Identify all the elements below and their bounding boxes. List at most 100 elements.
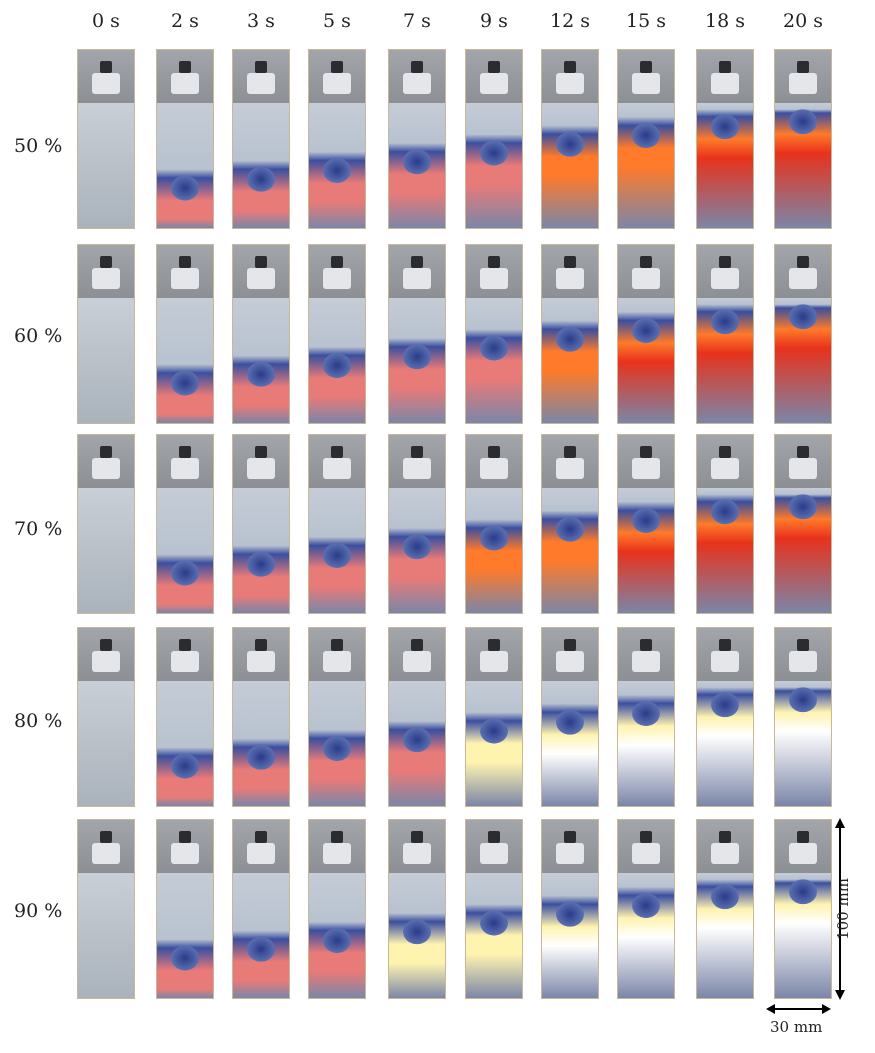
bolt-icon: [331, 60, 343, 74]
clamp-slot: [632, 73, 660, 95]
specimen-photo: [78, 50, 134, 228]
bolt-icon: [640, 60, 652, 74]
specimen-photo: [157, 628, 213, 806]
specimen-photo: [618, 628, 674, 806]
bolt-icon: [564, 445, 576, 459]
specimen-photo: [389, 245, 445, 423]
clamp-slot: [789, 843, 817, 865]
steel-plate: [618, 298, 674, 423]
clamp-slot: [92, 458, 120, 480]
steel-plate: [466, 103, 522, 228]
clamp-slot: [171, 651, 199, 673]
specimen-photo: [233, 820, 289, 998]
specimen-photo: [618, 435, 674, 613]
steel-plate: [697, 103, 753, 228]
time-label: 20 s: [783, 10, 823, 32]
bolt-icon: [797, 445, 809, 459]
steel-plate: [542, 681, 598, 806]
steel-plate: [542, 873, 598, 998]
specimen-photo: [775, 435, 831, 613]
steel-plate: [618, 103, 674, 228]
specimen-photo: [389, 628, 445, 806]
time-label: 9 s: [480, 10, 508, 32]
bolt-icon: [179, 445, 191, 459]
specimen-photo: [389, 50, 445, 228]
steel-plate: [309, 298, 365, 423]
width-scale-label: 30 mm: [770, 1018, 823, 1036]
bolt-icon: [564, 830, 576, 844]
bolt-icon: [488, 830, 500, 844]
bolt-icon: [797, 60, 809, 74]
steel-plate: [157, 488, 213, 613]
steel-plate: [542, 488, 598, 613]
specimen-photo: [697, 628, 753, 806]
steel-plate: [157, 298, 213, 423]
bolt-icon: [255, 445, 267, 459]
clamp-slot: [556, 73, 584, 95]
specimen-photo: [466, 628, 522, 806]
clamp-slot: [323, 458, 351, 480]
clamp-slot: [480, 73, 508, 95]
clamp-slot: [171, 458, 199, 480]
clamp-slot: [480, 268, 508, 290]
clamp-slot: [632, 268, 660, 290]
bolt-icon: [488, 255, 500, 269]
specimen-photo: [775, 820, 831, 998]
steel-plate: [157, 103, 213, 228]
bolt-icon: [331, 255, 343, 269]
time-label: 15 s: [626, 10, 666, 32]
bolt-icon: [488, 445, 500, 459]
clamp-slot: [789, 651, 817, 673]
bolt-icon: [564, 60, 576, 74]
bolt-icon: [411, 255, 423, 269]
specimen-photo: [542, 435, 598, 613]
clamp-slot: [92, 651, 120, 673]
time-label: 0 s: [92, 10, 120, 32]
clamp-slot: [323, 843, 351, 865]
specimen-photo: [309, 50, 365, 228]
steel-plate: [542, 298, 598, 423]
specimen-photo: [309, 245, 365, 423]
bolt-icon: [179, 60, 191, 74]
bolt-icon: [719, 638, 731, 652]
clamp-slot: [556, 843, 584, 865]
time-label: 5 s: [323, 10, 351, 32]
time-label: 7 s: [403, 10, 431, 32]
steel-plate: [775, 103, 831, 228]
specimen-photo: [466, 50, 522, 228]
specimen-photo: [389, 820, 445, 998]
clamp-slot: [92, 73, 120, 95]
bolt-icon: [255, 255, 267, 269]
specimen-photo: [389, 435, 445, 613]
steel-plate: [775, 681, 831, 806]
specimen-photo: [775, 628, 831, 806]
steel-plate: [618, 873, 674, 998]
time-label: 2 s: [171, 10, 199, 32]
bolt-icon: [640, 255, 652, 269]
specimen-photo: [78, 820, 134, 998]
clamp-slot: [480, 651, 508, 673]
specimen-photo: [542, 50, 598, 228]
clamp-slot: [711, 73, 739, 95]
steel-plate: [78, 681, 134, 806]
clamp-slot: [247, 73, 275, 95]
bolt-icon: [488, 60, 500, 74]
steel-plate: [78, 488, 134, 613]
clamp-slot: [789, 268, 817, 290]
specimen-photo: [466, 245, 522, 423]
steel-plate: [309, 488, 365, 613]
steel-plate: [618, 488, 674, 613]
clamp-slot: [247, 651, 275, 673]
clamp-slot: [247, 458, 275, 480]
specimen-photo: [697, 50, 753, 228]
steel-plate: [78, 298, 134, 423]
clamp-slot: [711, 268, 739, 290]
steel-plate: [775, 488, 831, 613]
steel-plate: [389, 488, 445, 613]
specimen-photo: [233, 628, 289, 806]
clamp-slot: [632, 651, 660, 673]
time-label: 18 s: [705, 10, 745, 32]
clamp-slot: [480, 458, 508, 480]
specimen-photo: [618, 820, 674, 998]
specimen-photo: [157, 50, 213, 228]
